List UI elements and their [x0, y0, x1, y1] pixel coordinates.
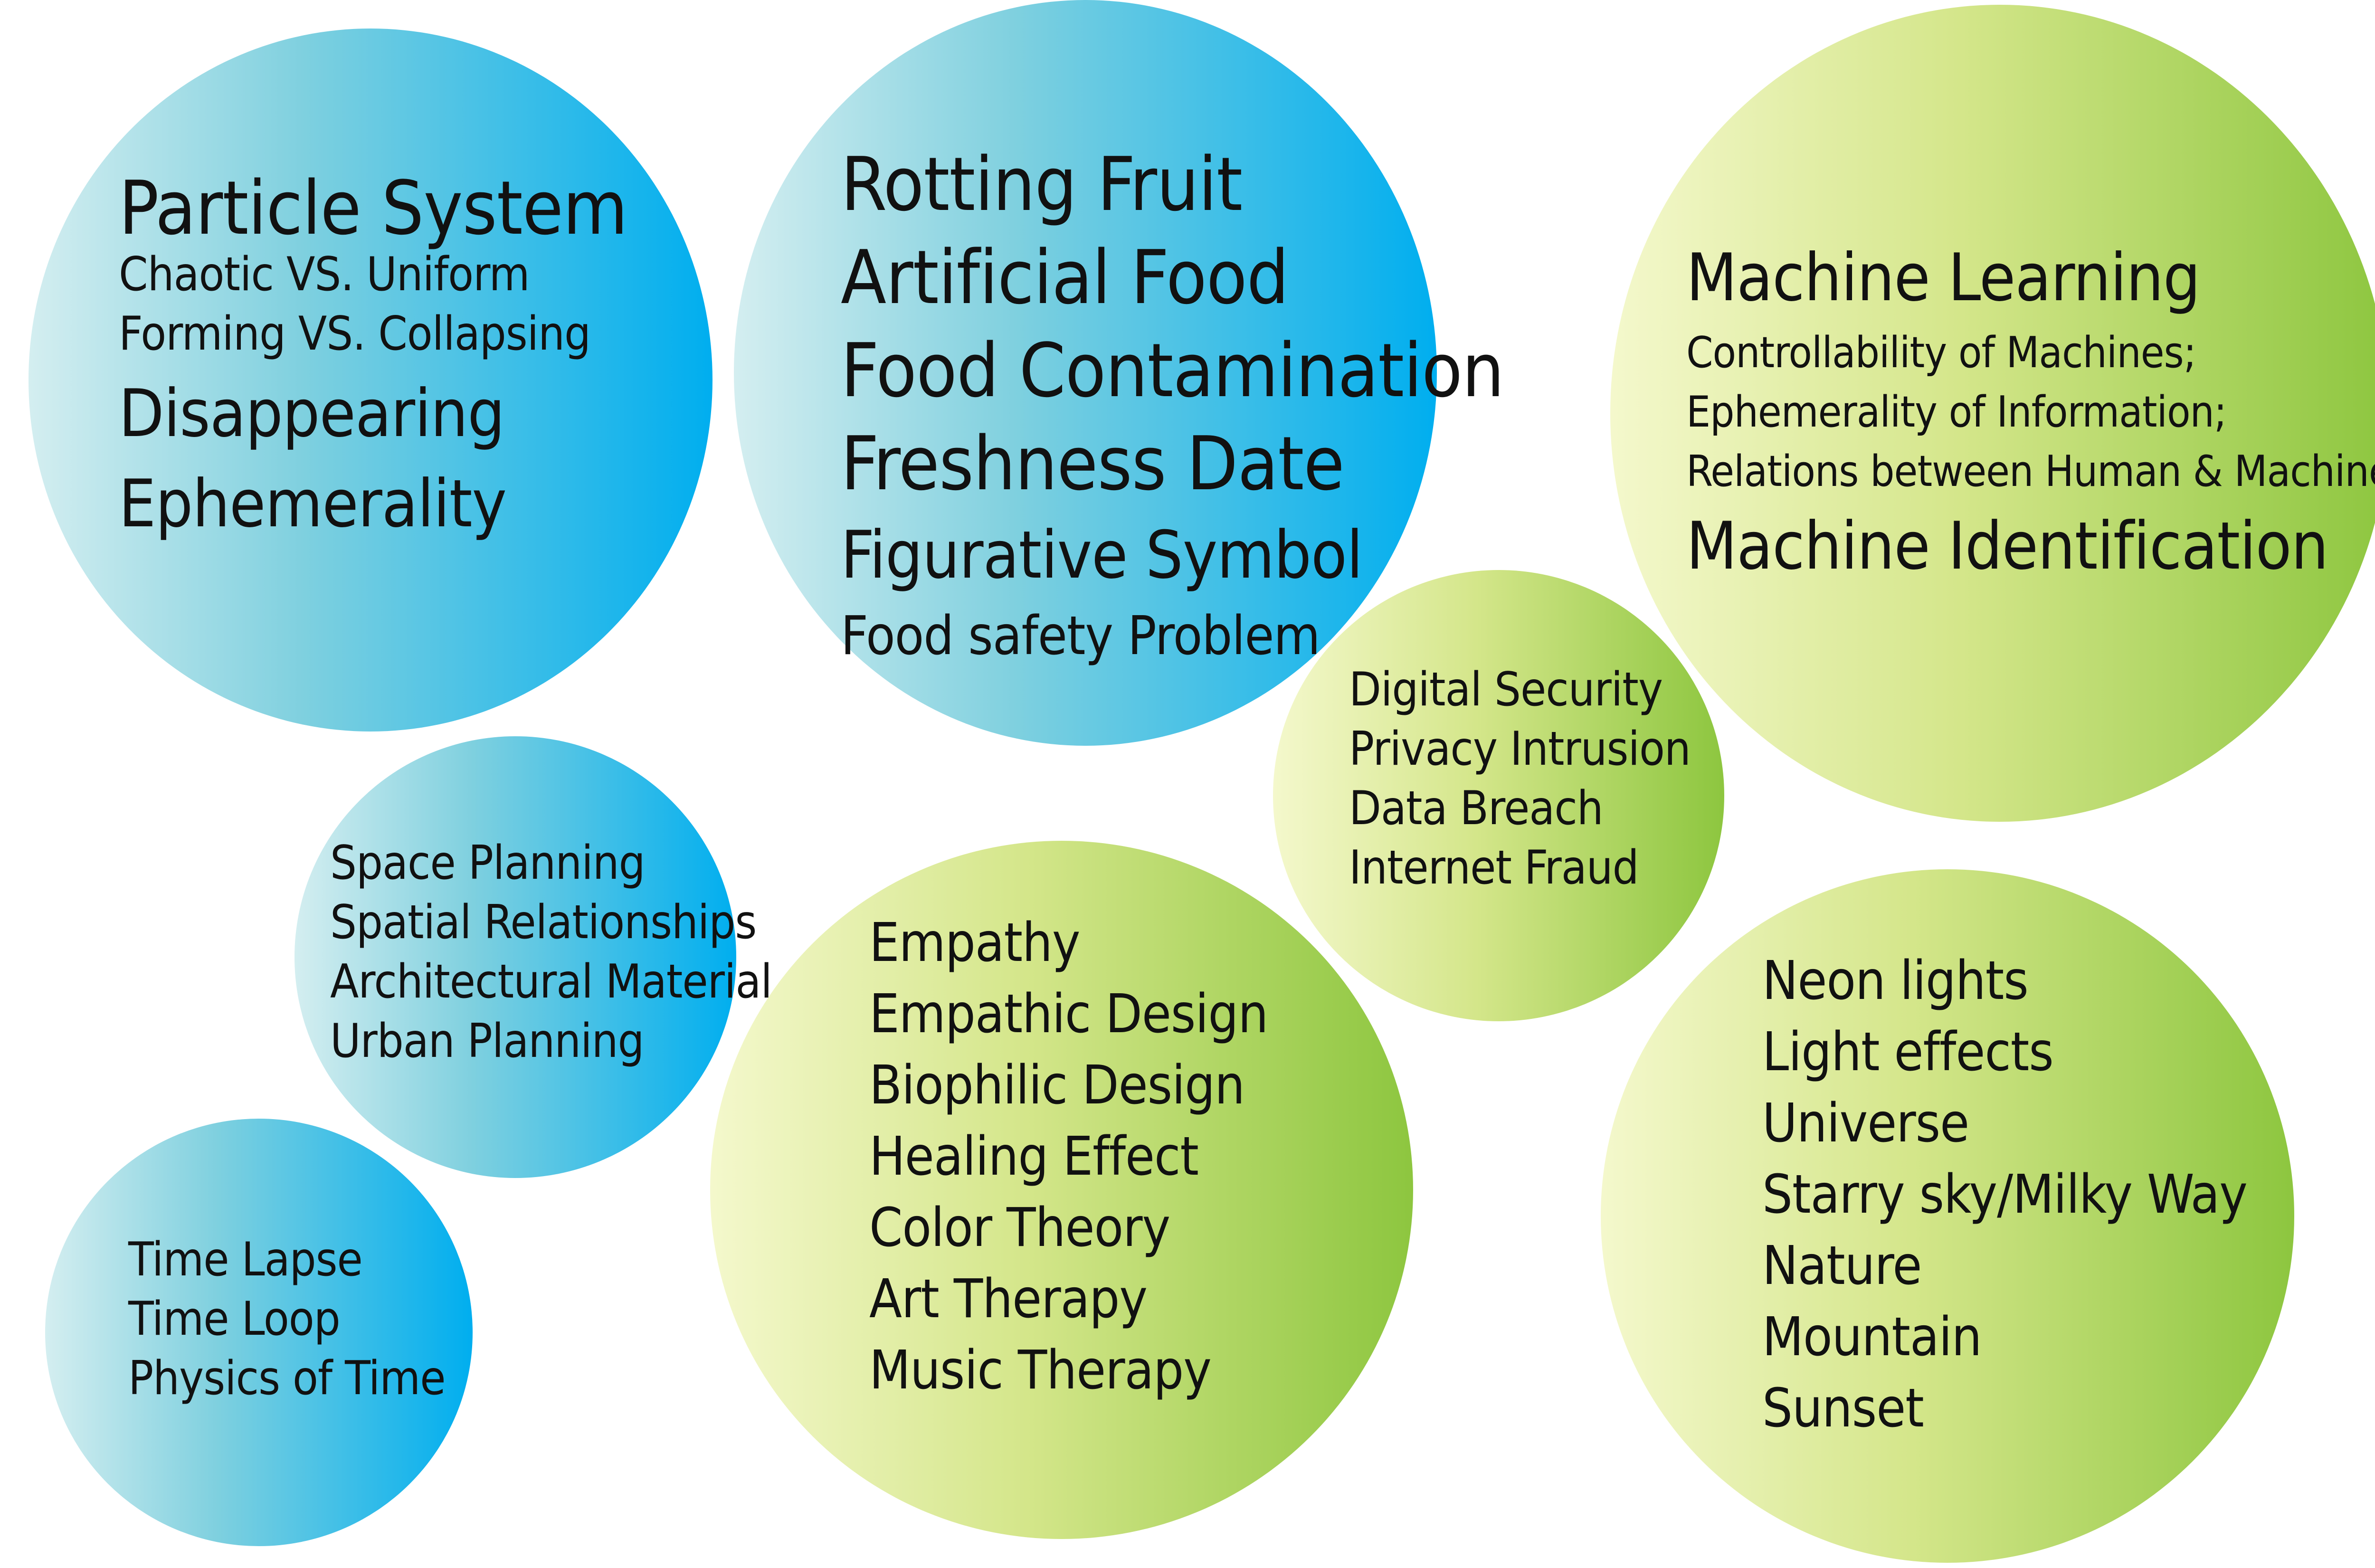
- topic-item: Healing Effect: [869, 1126, 1199, 1188]
- topic-item: Physics of Time: [128, 1351, 446, 1406]
- topic-item: Music Therapy: [869, 1340, 1212, 1401]
- topic-item: Space Planning: [330, 836, 646, 890]
- topic-item: Mountain: [1762, 1306, 1982, 1368]
- topic-item: Time Lapse: [128, 1233, 363, 1287]
- topic-item: Architectural Material: [330, 955, 772, 1009]
- topic-item: Data Breach: [1349, 781, 1604, 836]
- bubble-food: [734, 0, 1437, 746]
- topic-item: Empathy: [869, 912, 1081, 974]
- bubble-space-planning: [294, 736, 736, 1178]
- bubble-empathy: [710, 841, 1413, 1539]
- topic-item: Universe: [1762, 1093, 1969, 1154]
- bubble-digital-security: [1273, 570, 1724, 1021]
- bubble-food-text: Rotting Fruit Artificial Food Food Conta…: [841, 138, 1504, 672]
- bubble-time-lapse: [45, 1119, 473, 1546]
- topic-item: Controllability of Machines;: [1686, 328, 2196, 378]
- topic-item: Color Theory: [869, 1197, 1170, 1259]
- topic-item: Time Loop: [128, 1292, 341, 1346]
- bubble-particle-system-text: Particle System Chaotic VS. Uniform Form…: [119, 162, 628, 549]
- topic-title: Machine Learning: [1686, 239, 2201, 316]
- topic-item: Empathic Design: [869, 983, 1268, 1045]
- topic-item: Ephemerality of Information;: [1686, 387, 2227, 437]
- bubble-particle-system: [28, 29, 712, 732]
- bubble-neon-lights: [1601, 869, 2294, 1563]
- bubble-neon-lights-text: Neon lights Light effects Universe Starr…: [1762, 945, 2248, 1444]
- bubble-space-planning-text: Space Planning Spatial Relationships Arc…: [330, 834, 772, 1071]
- topic-item: Biophilic Design: [869, 1055, 1245, 1116]
- topic-item: Nature: [1762, 1235, 1922, 1297]
- topic-item: Digital Security: [1349, 663, 1663, 717]
- topic-title: Artificial Food: [841, 234, 1289, 321]
- topic-item: Art Therapy: [869, 1268, 1148, 1330]
- topic-item: Figurative Symbol: [841, 517, 1363, 593]
- bubble-digital-security-text: Digital Security Privacy Intrusion Data …: [1349, 660, 1691, 898]
- topic-title: Freshness Date: [841, 420, 1345, 507]
- topic-item: Chaotic VS. Uniform: [119, 247, 530, 302]
- bubble-empathy-text: Empathy Empathic Design Biophilic Design…: [869, 907, 1268, 1406]
- topic-item: Relations between Human & Machines: [1686, 447, 2375, 496]
- topic-title: Ephemerality: [119, 466, 507, 542]
- topic-title: Particle System: [119, 165, 628, 251]
- topic-title: Rotting Fruit: [841, 141, 1243, 228]
- topic-item: Light effects: [1762, 1021, 2054, 1083]
- topic-item: Forming VS. Collapsing: [119, 307, 591, 361]
- bubble-machine-learning: [1610, 5, 2375, 822]
- topic-item: Sunset: [1762, 1378, 1924, 1439]
- topic-item: Food safety Problem: [841, 605, 1320, 667]
- topic-item: Urban Planning: [330, 1014, 645, 1068]
- topic-item: Privacy Intrusion: [1349, 722, 1691, 776]
- topic-item: Internet Fraud: [1349, 841, 1639, 895]
- topic-title: Machine Identification: [1686, 508, 2328, 584]
- topic-item: Starry sky/Milky Way: [1762, 1164, 2248, 1226]
- bubble-time-lapse-text: Time Lapse Time Loop Physics of Time: [128, 1230, 446, 1408]
- topic-title: Disappearing: [119, 375, 505, 452]
- topic-item: Neon lights: [1762, 950, 2029, 1012]
- topic-item: Spatial Relationships: [330, 895, 757, 950]
- topic-title: Food Contamination: [841, 327, 1504, 414]
- bubble-machine-learning-text: Machine Learning Controllability of Mach…: [1686, 233, 2375, 591]
